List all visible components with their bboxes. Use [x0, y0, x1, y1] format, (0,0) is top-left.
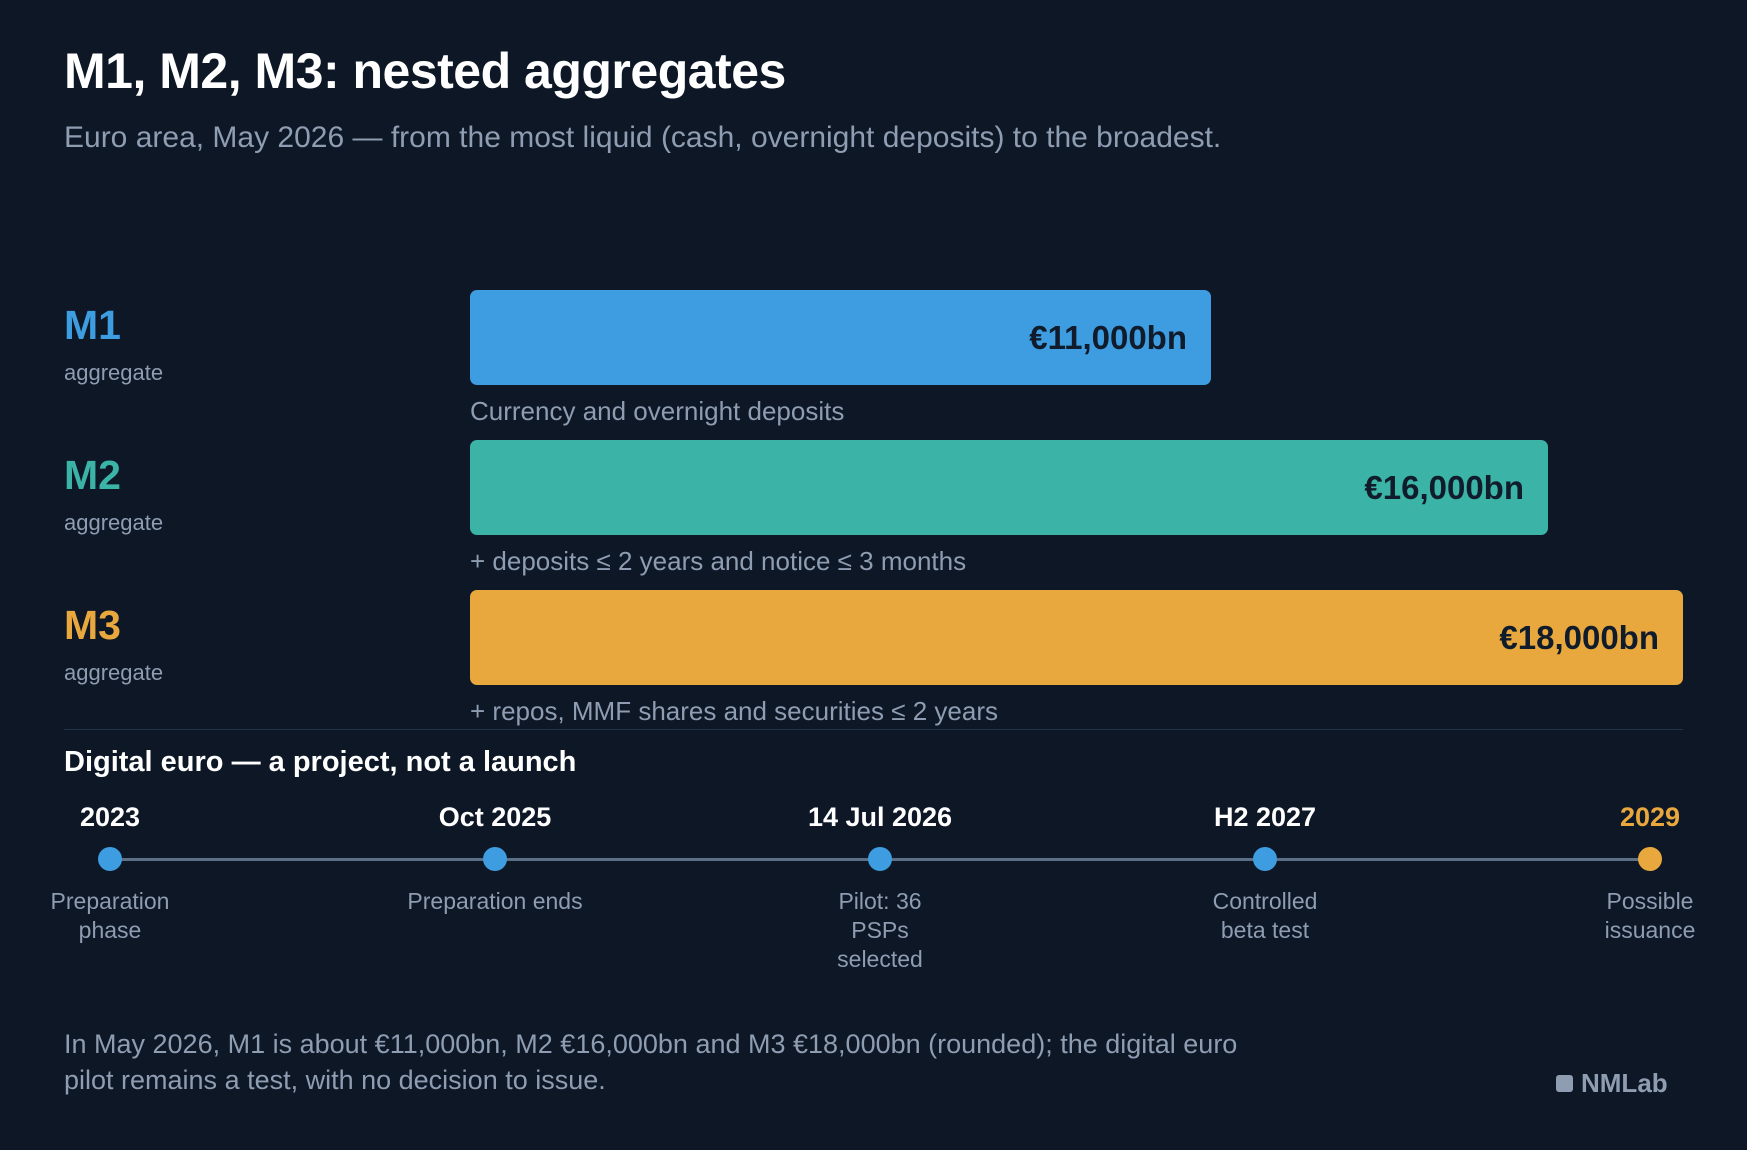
milestone-date: 14 Jul 2026 — [807, 802, 953, 832]
timeline-milestone: 14 Jul 2026 Pilot: 36 PSPs selected — [760, 800, 1000, 972]
milestone-dot — [483, 847, 507, 871]
chart-subtitle: Euro area, May 2026 — from the most liqu… — [64, 121, 1222, 154]
milestone-label: Controlled beta test — [1212, 888, 1318, 943]
bar-m3: €18,000bn — [470, 590, 1683, 685]
bar-value-label: €18,000bn — [1499, 618, 1659, 656]
aggregate-row: M2 aggregate €16,000bn + deposits ≤ 2 years… — [0, 440, 1747, 590]
aggregate-sublabel: aggregate — [64, 660, 164, 685]
aggregate-name: M2 — [64, 452, 121, 498]
footer-note: In May 2026, M1 is about €11,000bn, M2 €… — [64, 1029, 1238, 1095]
bar-note: + repos, MMF shares and securities ≤ 2 y… — [470, 696, 998, 726]
timeline-milestone: 2023 Preparation phase — [0, 800, 230, 960]
aggregate-row: M1 aggregate €11,000bn Currency and overnig… — [0, 290, 1747, 440]
milestone-date: 2023 — [79, 802, 141, 832]
milestone-label: Pilot: 36 PSPs selected — [837, 888, 923, 972]
bar-value-label: €16,000bn — [1364, 468, 1524, 506]
bar-m2: €16,000bn — [470, 440, 1548, 535]
aggregate-name: M1 — [64, 302, 121, 348]
milestone-dot — [98, 847, 122, 871]
milestone-dot — [1638, 847, 1662, 871]
chart-title: M1, M2, M3: nested aggregates — [64, 43, 786, 99]
section-divider — [64, 729, 1683, 730]
bar-value-label: €11,000bn — [1029, 318, 1187, 356]
milestone-label: Preparation phase — [50, 888, 170, 943]
bar-note: + deposits ≤ 2 years and notice ≤ 3 mont… — [470, 546, 967, 576]
milestone-dot — [868, 847, 892, 871]
milestone-date: Oct 2025 — [438, 802, 552, 832]
brand-label: NMLab — [1581, 1068, 1668, 1098]
aggregate-row: M3 aggregate €18,000bn + repos, MMF shares … — [0, 590, 1747, 740]
milestone-label: Possible issuance — [1604, 888, 1696, 943]
brand: NMLab — [1556, 1068, 1668, 1099]
milestone-date: H2 2027 — [1213, 802, 1317, 832]
timeline-milestone: Oct 2025 Preparation ends — [375, 800, 615, 960]
milestone-label: Preparation ends — [407, 888, 583, 914]
timeline-milestone: 2029 Possible issuance — [1530, 800, 1747, 960]
milestone-date: 2029 — [1619, 802, 1681, 832]
aggregate-sublabel: aggregate — [64, 360, 164, 385]
bar-m1: €11,000bn — [470, 290, 1211, 385]
aggregate-sublabel: aggregate — [64, 510, 164, 535]
timeline-heading: Digital euro — a project, not a launch — [64, 746, 577, 778]
aggregate-name: M3 — [64, 602, 121, 648]
bar-note: Currency and overnight deposits — [470, 396, 845, 426]
milestone-dot — [1253, 847, 1277, 871]
square-logo-icon — [1556, 1075, 1573, 1092]
timeline-milestone: H2 2027 Controlled beta test — [1145, 800, 1385, 960]
